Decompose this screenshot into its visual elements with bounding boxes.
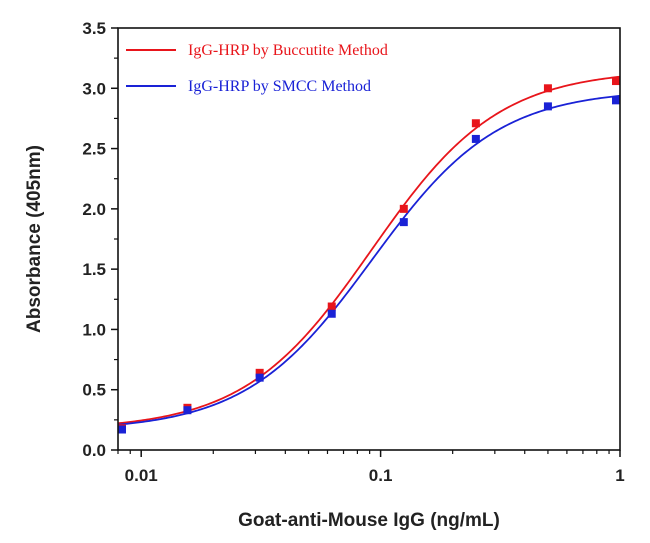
fit-curve-series-1 [117, 75, 621, 425]
data-point-series-1 [399, 204, 408, 213]
x-tick-label: 0.1 [369, 466, 393, 485]
y-tick-label: 3.0 [82, 79, 106, 98]
x-axis-ticks: 0.01 0.1 1 [117, 450, 625, 485]
data-point-series-2 [399, 218, 408, 227]
data-points [118, 77, 620, 434]
data-point-series-2 [471, 134, 480, 143]
fit-curve-series-2 [117, 94, 621, 426]
x-axis-title: Goat-anti-Mouse IgG (ng/mL) [238, 510, 500, 531]
y-tick-label: 0.0 [82, 441, 106, 460]
data-point-series-2 [327, 309, 336, 318]
data-point-series-1 [543, 84, 552, 93]
data-point-series-2 [612, 96, 620, 105]
data-point-series-2 [543, 102, 552, 111]
data-point-series-1 [612, 77, 620, 86]
data-point-series-1 [255, 368, 264, 377]
y-axis-ticks: 0.0 0.5 1.0 1.5 2.0 2.5 3.0 3.5 [82, 19, 118, 460]
y-tick-label: 0.5 [82, 381, 106, 400]
y-tick-label: 3.5 [82, 19, 106, 38]
y-tick-label: 2.5 [82, 140, 106, 159]
x-tick-label: 1 [615, 466, 624, 485]
y-tick-label: 1.0 [82, 320, 106, 339]
data-point-series-2 [183, 406, 192, 415]
y-axis-title: Absorbance (405nm) [24, 145, 45, 333]
legend-label: IgG-HRP by Buccutite Method [188, 42, 388, 59]
data-point-series-1 [327, 302, 336, 311]
plot-frame [117, 27, 621, 451]
legend: IgG-HRP by Buccutite Method IgG-HRP by SM… [126, 42, 388, 95]
data-point-series-2 [118, 425, 126, 434]
y-tick-label: 1.5 [82, 260, 106, 279]
data-point-series-2 [255, 373, 264, 382]
data-point-series-1 [471, 119, 480, 128]
x-tick-label: 0.01 [125, 466, 158, 485]
y-tick-label: 2.0 [82, 200, 106, 219]
fit-curves [117, 75, 621, 426]
legend-label: IgG-HRP by SMCC Method [188, 78, 371, 95]
